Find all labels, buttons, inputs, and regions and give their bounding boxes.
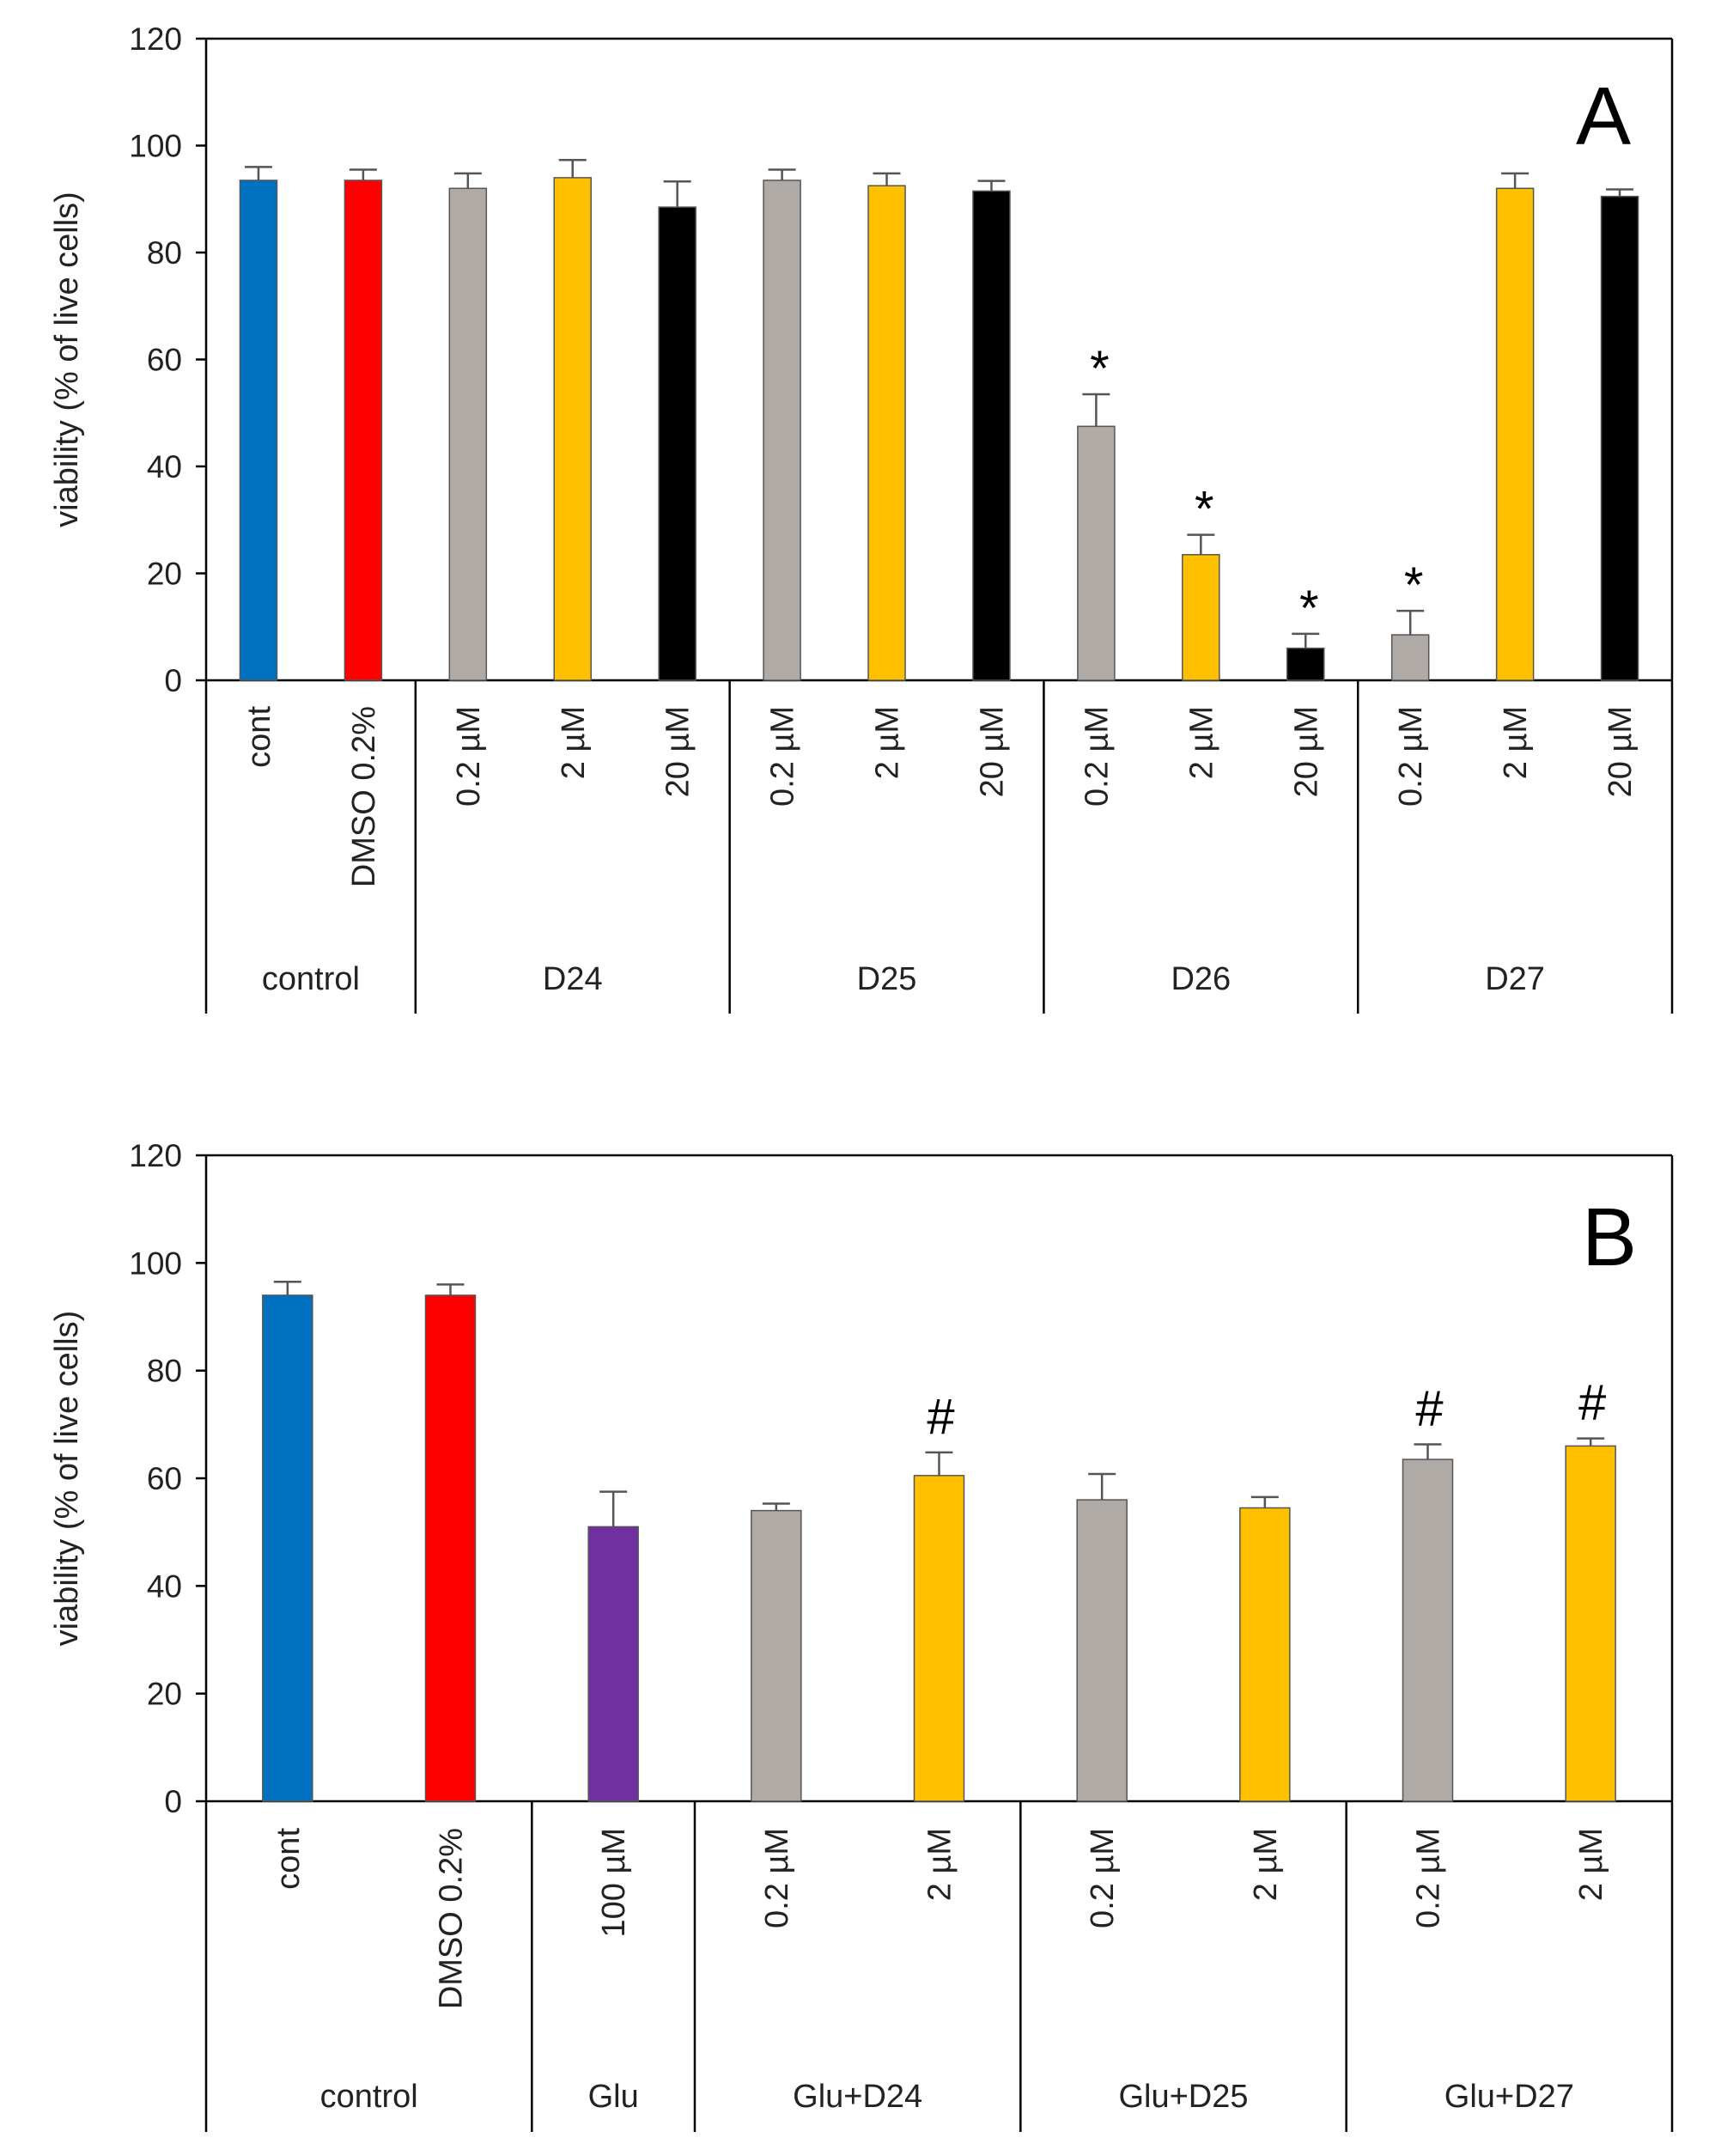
y-tick-label: 20: [147, 1677, 182, 1712]
bar: [1239, 1507, 1291, 1802]
bar: [751, 1509, 802, 1802]
x-tick-label: 0.2 µM: [1079, 706, 1115, 807]
significance-marker: #: [1578, 1375, 1606, 1431]
significance-marker: *: [1195, 482, 1214, 538]
bar: [972, 190, 1011, 681]
bar: [239, 180, 278, 681]
group-label: Glu+D27: [1444, 2079, 1574, 2115]
bar: [658, 206, 696, 681]
group-label: control: [320, 2079, 418, 2115]
bar: [913, 1475, 965, 1802]
x-tick-label: 2 µM: [1248, 1828, 1284, 1901]
x-tick-label: 0.2 µM: [451, 706, 487, 807]
x-tick-label: cont: [271, 1828, 307, 1890]
significance-marker: #: [927, 1389, 954, 1445]
y-tick-label: 60: [147, 1461, 182, 1496]
x-tick-label: 20 µM: [1288, 706, 1324, 797]
x-tick-label: 100 µM: [596, 1828, 632, 1938]
bar: [344, 180, 383, 681]
bar: [1286, 647, 1325, 681]
x-tick-label: 20 µM: [1603, 706, 1639, 797]
y-tick-label: 40: [147, 449, 182, 484]
bar: [553, 177, 592, 681]
significance-marker: #: [1415, 1381, 1443, 1437]
y-tick-label: 120: [129, 1138, 182, 1173]
bar: [763, 180, 801, 681]
y-tick-label: 40: [147, 1568, 182, 1604]
y-tick-label: 0: [164, 1784, 182, 1819]
y-tick-label: 80: [147, 235, 182, 271]
x-tick-label: DMSO 0.2%: [434, 1828, 470, 2009]
y-tick-label: 20: [147, 557, 182, 592]
x-tick-label: 2 µM: [922, 1828, 958, 1901]
bar: [1077, 425, 1116, 681]
x-tick-label: 0.2 µM: [759, 1828, 795, 1928]
y-tick-label: 80: [147, 1354, 182, 1389]
group-label: control: [262, 961, 360, 997]
bar: [448, 187, 488, 681]
x-tick-label: 2 µM: [1573, 1828, 1609, 1901]
y-tick-label: 60: [147, 343, 182, 378]
y-tick-label: 120: [129, 21, 182, 57]
bar: [1600, 195, 1639, 681]
group-label: D26: [1171, 961, 1231, 997]
group-label: D27: [1485, 961, 1545, 997]
x-tick-label: 20 µM: [660, 706, 696, 797]
x-tick-label: 20 µM: [974, 706, 1010, 797]
x-tick-label: 0.2 µM: [1393, 706, 1429, 807]
x-tick-label: 2 µM: [556, 706, 592, 779]
x-tick-label: 2 µM: [1183, 706, 1219, 779]
x-tick-label: 0.2 µM: [1085, 1828, 1121, 1928]
bar: [1495, 187, 1535, 681]
bar: [262, 1294, 313, 1802]
group-label: Glu+D24: [793, 2079, 922, 2115]
panel-B: 0 20 40 60 80 100 120 viability (% of live cell…: [49, 1138, 1674, 2132]
bar: [1076, 1499, 1128, 1802]
x-tick-label: DMSO 0.2%: [346, 706, 382, 887]
x-tick-label: 2 µM: [1498, 706, 1534, 779]
y-axis-title: viability (% of live cells): [49, 1311, 85, 1647]
bar: [1182, 553, 1220, 681]
panel-A: 0 20 40 60 80 100 120 viability (% of live cell…: [49, 21, 1674, 1014]
group-label: D24: [543, 961, 603, 997]
bar: [424, 1294, 477, 1802]
significance-marker: *: [1299, 581, 1319, 636]
significance-marker: *: [1404, 557, 1424, 613]
x-tick-label: cont: [241, 706, 277, 768]
group-label: Glu+D25: [1118, 2079, 1248, 2115]
x-tick-label: 0.2 µM: [1411, 1828, 1447, 1928]
y-axis-title: viability (% of live cells): [49, 192, 85, 527]
panel-letter: B: [1582, 1191, 1637, 1283]
bar: [1402, 1459, 1454, 1802]
significance-marker: *: [1090, 341, 1110, 397]
x-tick-label: 2 µM: [870, 706, 906, 779]
group-label: Glu: [588, 2079, 639, 2115]
panel-letter: A: [1576, 70, 1631, 162]
bar: [587, 1526, 639, 1802]
bar: [1390, 634, 1430, 681]
y-tick-label: 0: [164, 663, 182, 698]
x-tick-label: 0.2 µM: [765, 706, 801, 807]
bar: [867, 185, 906, 681]
y-tick-label: 100: [129, 129, 182, 164]
bar: [1565, 1445, 1616, 1802]
y-tick-label: 100: [129, 1245, 182, 1281]
group-label: D25: [857, 961, 917, 997]
